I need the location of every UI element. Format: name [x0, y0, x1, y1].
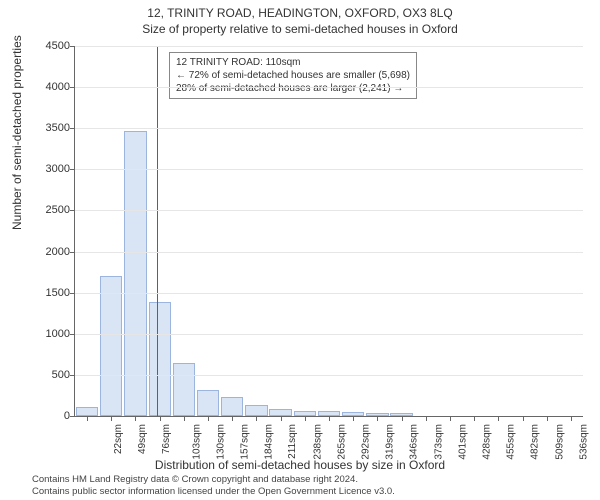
x-tick-label: 428sqm [482, 424, 493, 460]
y-tick-mark [70, 46, 75, 47]
x-tick-label: 319sqm [385, 424, 396, 460]
y-tick-mark [70, 375, 75, 376]
x-tick-label: 22sqm [113, 424, 124, 454]
x-tick-mark [474, 416, 475, 421]
x-tick-mark [305, 416, 306, 421]
x-tick-mark [281, 416, 282, 421]
x-tick-mark [402, 416, 403, 421]
gridline [75, 128, 583, 129]
x-axis-label: Distribution of semi-detached houses by … [0, 458, 600, 472]
annotation-line1: 12 TRINITY ROAD: 110sqm [176, 56, 410, 69]
x-tick-mark [87, 416, 88, 421]
x-tick-label: 265sqm [336, 424, 347, 460]
bar [221, 397, 243, 416]
bar [100, 276, 122, 416]
y-tick-label: 3500 [26, 122, 70, 134]
gridline [75, 293, 583, 294]
y-tick-label: 4500 [26, 40, 70, 52]
x-tick-label: 76sqm [161, 424, 172, 454]
y-tick-label: 3000 [26, 163, 70, 175]
x-tick-label: 292sqm [361, 424, 372, 460]
annotation-box: 12 TRINITY ROAD: 110sqm ← 72% of semi-de… [169, 52, 417, 99]
x-tick-label: 238sqm [312, 424, 323, 460]
gridline [75, 375, 583, 376]
gridline [75, 46, 583, 47]
x-tick-label: 49sqm [137, 424, 148, 454]
bar [197, 390, 219, 416]
bar [149, 302, 171, 416]
y-tick-label: 1500 [26, 287, 70, 299]
chart-title: 12, TRINITY ROAD, HEADINGTON, OXFORD, OX… [0, 6, 600, 20]
x-tick-mark [377, 416, 378, 421]
y-tick-label: 1000 [26, 328, 70, 340]
bar [124, 131, 146, 416]
x-tick-mark [135, 416, 136, 421]
x-tick-label: 509sqm [554, 424, 565, 460]
chart-subtitle: Size of property relative to semi-detach… [0, 22, 600, 36]
y-tick-mark [70, 252, 75, 253]
y-tick-label: 0 [26, 410, 70, 422]
x-tick-label: 401sqm [457, 424, 468, 460]
y-tick-mark [70, 128, 75, 129]
x-tick-mark [329, 416, 330, 421]
x-tick-label: 103sqm [191, 424, 202, 460]
footer-attribution: Contains HM Land Registry data © Crown c… [32, 474, 395, 498]
y-tick-mark [70, 293, 75, 294]
plot-area: 12 TRINITY ROAD: 110sqm ← 72% of semi-de… [74, 46, 583, 417]
chart-container: 12, TRINITY ROAD, HEADINGTON, OXFORD, OX… [0, 0, 600, 500]
x-tick-mark [450, 416, 451, 421]
annotation-line2: ← 72% of semi-detached houses are smalle… [176, 69, 410, 82]
x-tick-label: 455sqm [506, 424, 517, 460]
x-tick-mark [353, 416, 354, 421]
y-tick-mark [70, 210, 75, 211]
gridline [75, 87, 583, 88]
y-tick-label: 2500 [26, 204, 70, 216]
bars-group [75, 46, 583, 416]
x-tick-label: 346sqm [409, 424, 420, 460]
gridline [75, 210, 583, 211]
x-tick-label: 157sqm [240, 424, 251, 460]
y-tick-mark [70, 334, 75, 335]
x-tick-label: 130sqm [215, 424, 226, 460]
footer-line1: Contains HM Land Registry data © Crown c… [32, 474, 395, 486]
x-tick-label: 536sqm [578, 424, 589, 460]
y-tick-mark [70, 169, 75, 170]
x-tick-mark [111, 416, 112, 421]
x-tick-mark [523, 416, 524, 421]
x-tick-label: 482sqm [530, 424, 541, 460]
gridline [75, 169, 583, 170]
bar [245, 405, 267, 416]
y-tick-mark [70, 87, 75, 88]
bar [269, 409, 291, 416]
bar [173, 363, 195, 416]
x-tick-mark [232, 416, 233, 421]
x-tick-mark [547, 416, 548, 421]
x-tick-label: 184sqm [264, 424, 275, 460]
x-tick-mark [498, 416, 499, 421]
x-tick-label: 373sqm [433, 424, 444, 460]
y-tick-label: 2000 [26, 246, 70, 258]
gridline [75, 334, 583, 335]
gridline [75, 252, 583, 253]
y-tick-mark [70, 416, 75, 417]
y-tick-label: 500 [26, 369, 70, 381]
x-tick-mark [160, 416, 161, 421]
x-tick-mark [571, 416, 572, 421]
y-axis-label: Number of semi-detached properties [10, 35, 24, 230]
y-tick-label: 4000 [26, 81, 70, 93]
bar [76, 407, 98, 416]
annotation-line3: 28% of semi-detached houses are larger (… [176, 82, 410, 95]
x-tick-label: 211sqm [287, 424, 298, 459]
reference-line [157, 46, 158, 416]
x-tick-mark [426, 416, 427, 421]
x-tick-mark [256, 416, 257, 421]
x-tick-mark [208, 416, 209, 421]
footer-line2: Contains public sector information licen… [32, 486, 395, 498]
x-tick-mark [184, 416, 185, 421]
